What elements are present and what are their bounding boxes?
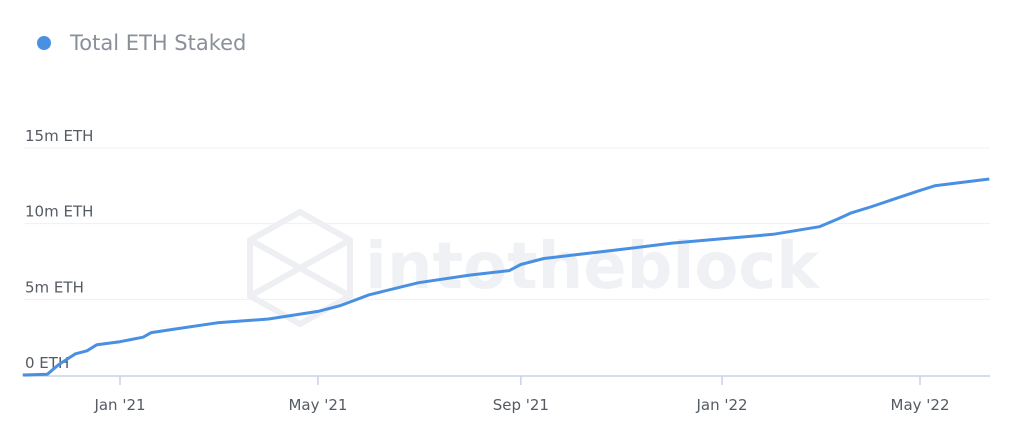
legend-marker: [37, 36, 51, 50]
watermark-logo-icon: [247, 208, 353, 328]
watermark: intotheblock: [247, 208, 820, 328]
x-tick-label: May '21: [288, 396, 347, 414]
y-tick-label: 0 ETH: [25, 354, 69, 372]
y-tick-label: 10m ETH: [25, 203, 93, 221]
x-tick-label: May '22: [891, 396, 950, 414]
x-tick-label: Jan '21: [93, 396, 145, 414]
series-line-total-eth-staked: [22, 177, 990, 377]
y-tick-label: 5m ETH: [25, 278, 84, 296]
x-tick-label: Sep '21: [493, 396, 549, 414]
series-layer: [22, 177, 990, 377]
y-axis: 0 ETH 5m ETH 10m ETH 15m ETH: [25, 127, 93, 372]
x-tick-label: Jan '22: [696, 396, 748, 414]
watermark-text: intotheblock: [365, 230, 820, 304]
legend[interactable]: Total ETH Staked: [37, 31, 246, 55]
legend-label: Total ETH Staked: [69, 31, 246, 55]
x-axis: Jan '21 May '21 Sep '21 Jan '22 May '22: [24, 375, 990, 414]
y-tick-label: 15m ETH: [25, 127, 93, 145]
